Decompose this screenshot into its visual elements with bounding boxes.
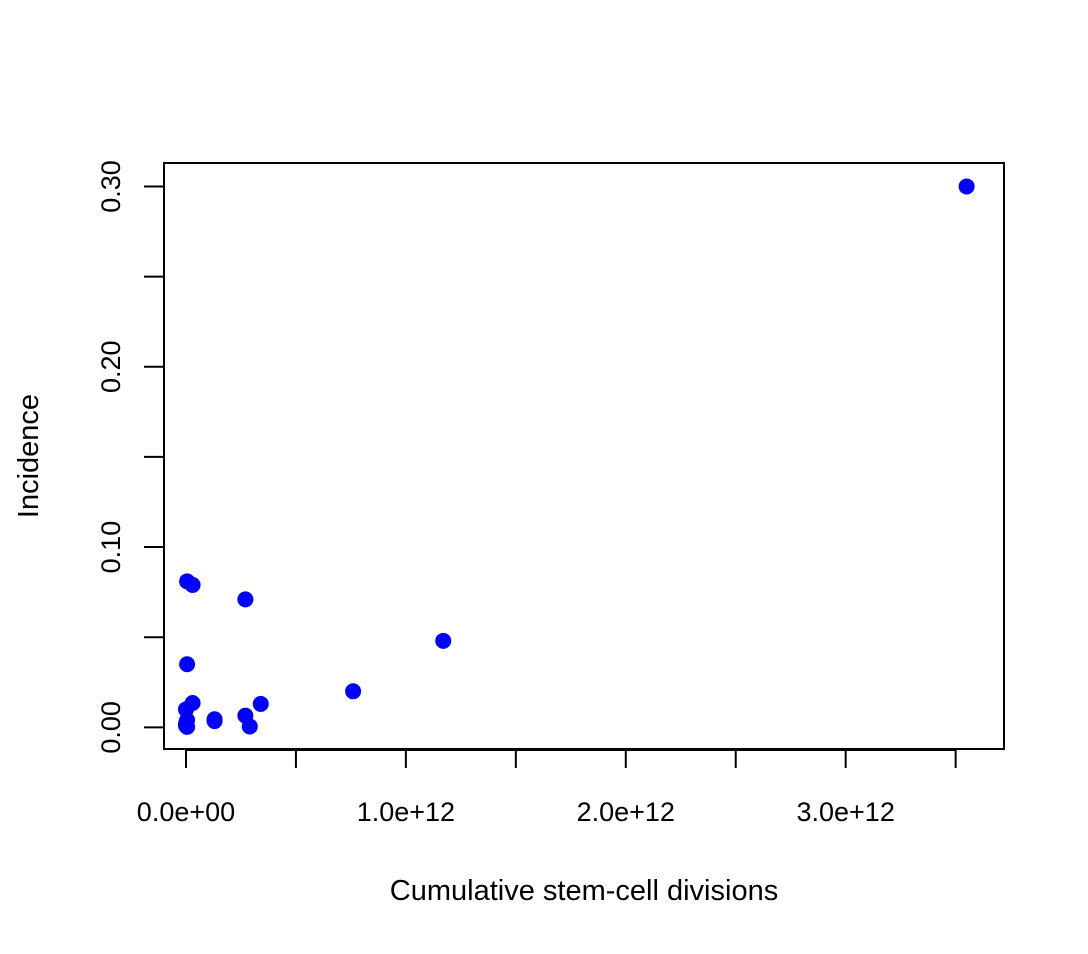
data-point [252, 695, 269, 712]
y-tick-label: 0.10 [96, 521, 126, 574]
x-tick-label: 0.0e+00 [137, 797, 235, 827]
data-point [241, 718, 258, 735]
y-tick-label: 0.30 [96, 160, 126, 213]
y-tick-label: 0.00 [96, 701, 126, 754]
x-axis: 0.0e+00 1.0e+12 2.0e+12 3.0e+12 [137, 749, 957, 827]
x-tick-label: 3.0e+12 [796, 797, 894, 827]
y-tick-label: 0.20 [96, 340, 126, 393]
data-points [177, 178, 975, 735]
x-axis-title: Cumulative stem-cell divisions [390, 875, 778, 907]
y-axis-title: Incidence [13, 394, 45, 518]
data-point [345, 683, 362, 700]
data-point [958, 178, 975, 195]
y-axis: 0.00 0.10 0.20 0.30 [96, 160, 165, 754]
data-point [206, 713, 223, 730]
x-tick-label: 1.0e+12 [357, 797, 455, 827]
data-point [179, 573, 196, 590]
plot-frame [163, 162, 1005, 750]
data-point [237, 591, 254, 608]
data-point [435, 632, 452, 649]
x-tick-label: 2.0e+12 [577, 797, 675, 827]
data-point [179, 656, 196, 673]
data-point [179, 718, 196, 735]
